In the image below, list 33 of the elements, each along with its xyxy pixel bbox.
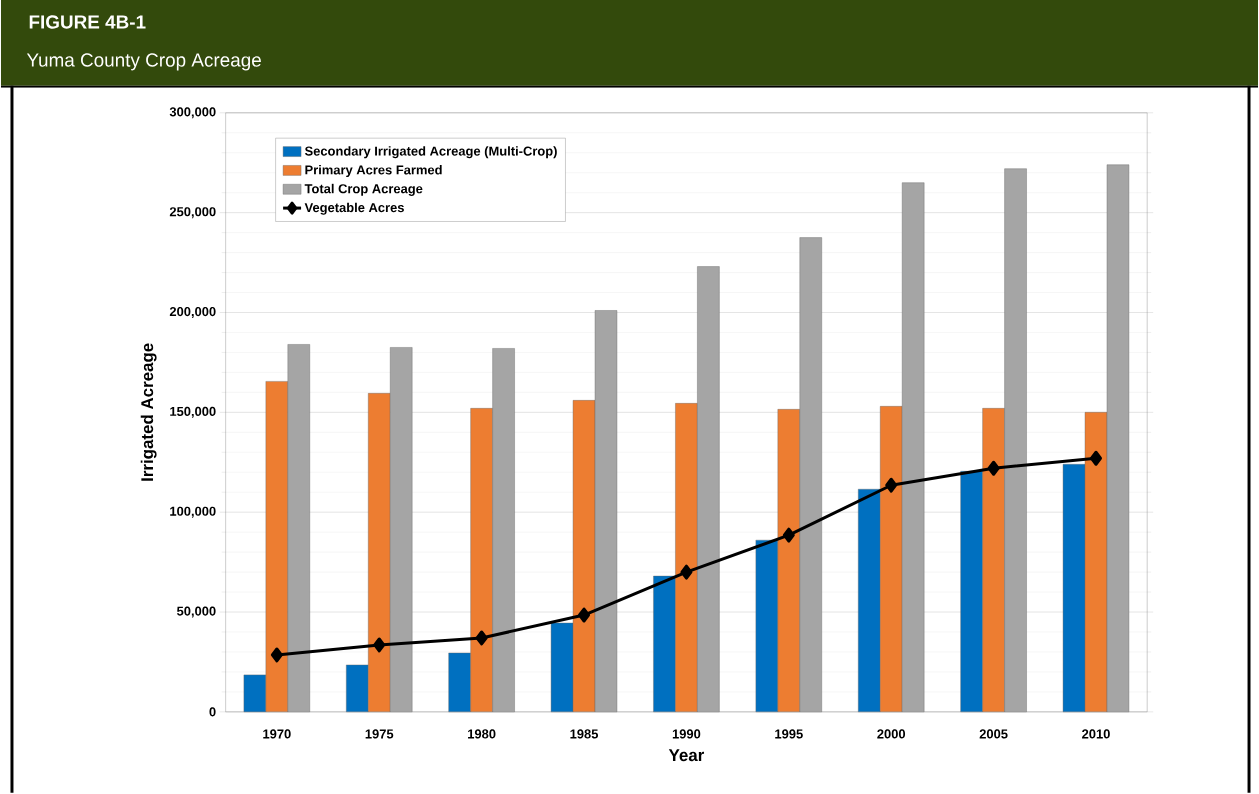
x-tick-label: 1985 (570, 729, 599, 739)
point (782, 527, 795, 543)
x-tick-label: 2000 (877, 729, 906, 739)
x-tick-label: 2005 (979, 729, 1008, 739)
chart-subtitle: Yuma County Crop Acreage (26, 53, 261, 71)
point (1090, 450, 1102, 466)
legend-label: Total Crop Acreage (304, 183, 423, 196)
point (680, 564, 693, 580)
x-tick-label: 1990 (672, 729, 701, 739)
legend-label: Vegetable Acres (304, 202, 404, 215)
point (270, 647, 283, 663)
point (578, 607, 591, 623)
y-tick-label: 200,000 (169, 306, 216, 318)
y-tick-label: 250,000 (169, 207, 216, 219)
x-tick-label: 1995 (775, 729, 803, 739)
x-tick-label: 1970 (263, 729, 291, 739)
x-tick-label: 2010 (1082, 729, 1110, 739)
y-tick-label: 100,000 (170, 506, 216, 518)
x-axis-title: Year (668, 749, 705, 762)
chart-title: FIGURE 4B-1 (29, 15, 146, 29)
point (373, 637, 386, 653)
x-tick-label: 1980 (468, 729, 496, 739)
y-tick-label: 0 (209, 707, 216, 717)
y-tick-label: 150,000 (170, 406, 216, 418)
y-tick-label: 300,000 (169, 107, 216, 119)
point (885, 477, 898, 493)
legend-label: Secondary Irrigated Acreage (Multi-Crop) (304, 146, 557, 159)
point (475, 630, 488, 646)
y-axis-title: Irrigated Acreage (140, 343, 157, 481)
y-tick-label: 50,000 (176, 606, 216, 618)
point (987, 460, 1000, 476)
x-tick-label: 1975 (365, 729, 394, 739)
legend-label: Primary Acres Farmed (305, 164, 442, 177)
